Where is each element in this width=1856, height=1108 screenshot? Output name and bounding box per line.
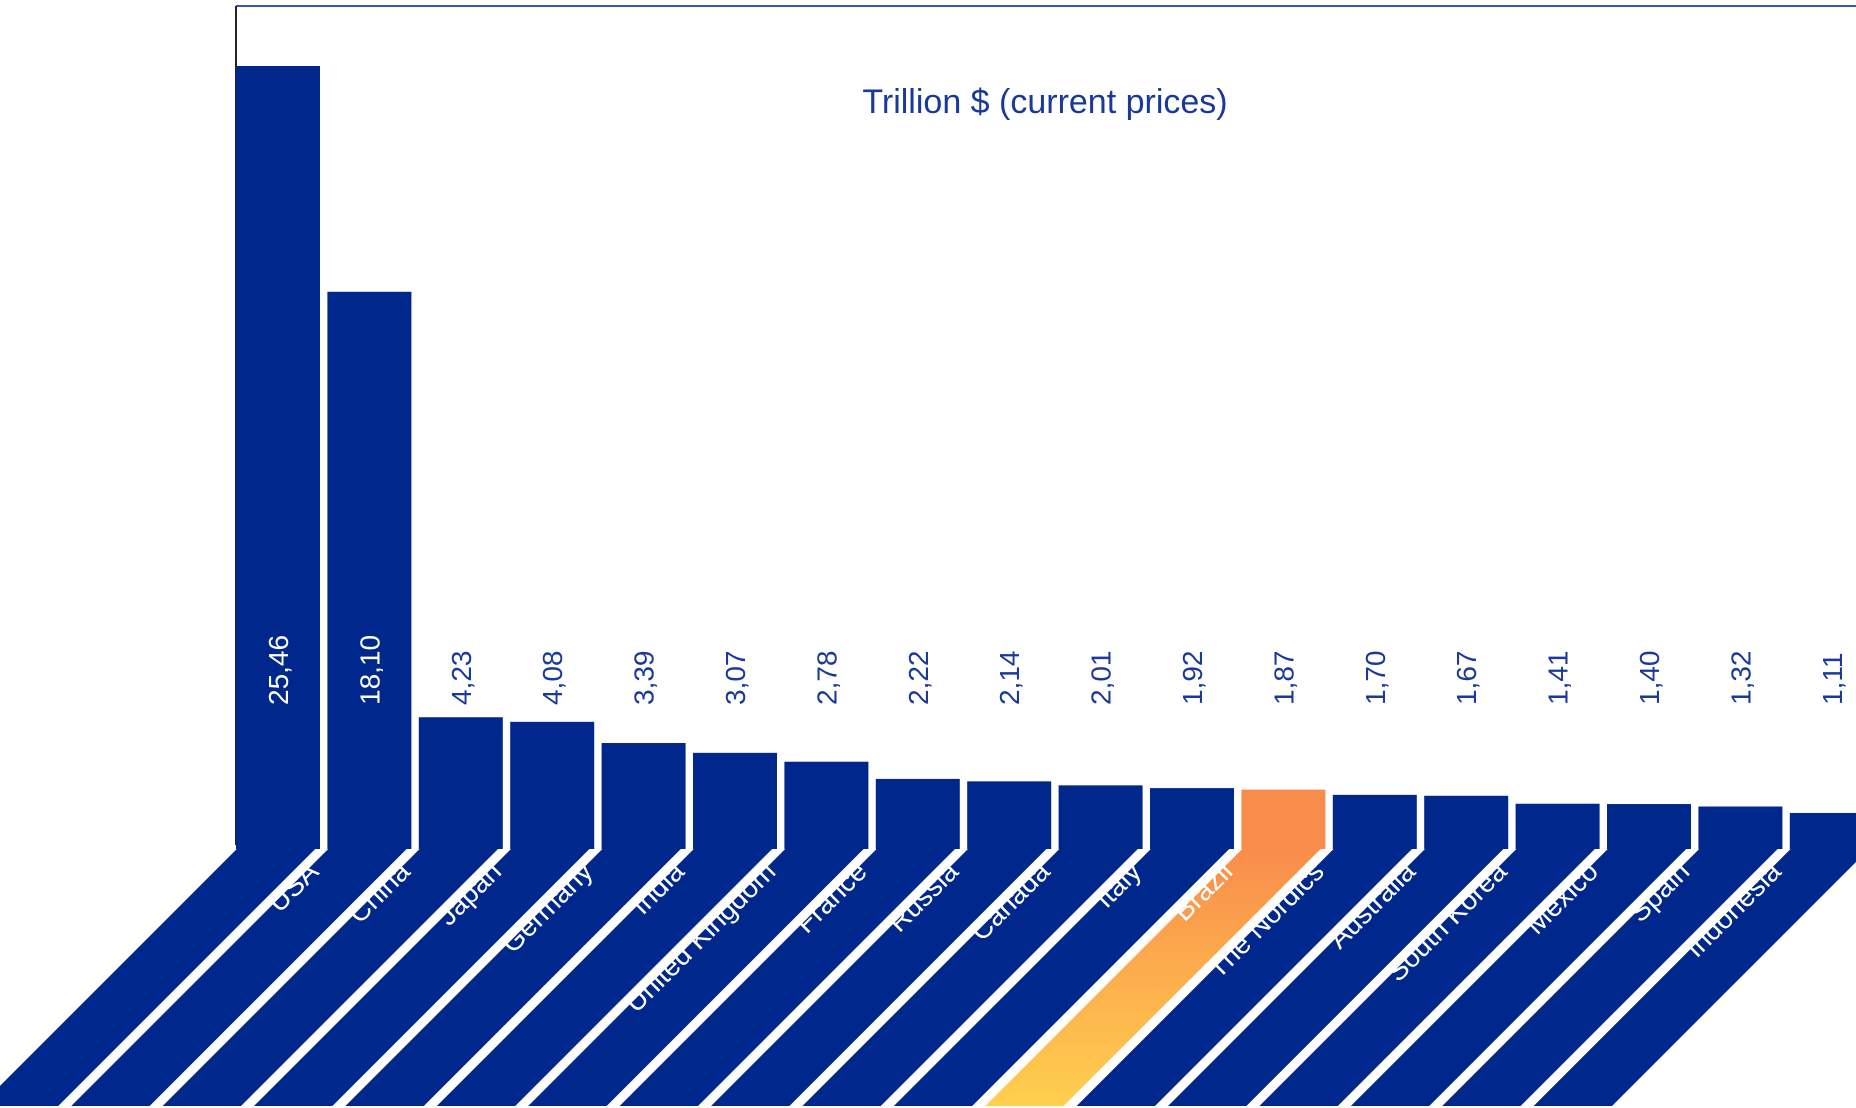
chart-title: Trillion $ (current prices)	[862, 83, 1227, 121]
bar	[1241, 789, 1326, 849]
value-label: 2,22	[903, 651, 934, 706]
value-label: 4,23	[446, 651, 477, 706]
value-label: 1,32	[1725, 651, 1756, 706]
value-label: 1,11	[1817, 653, 1848, 705]
bar	[1150, 788, 1234, 849]
bar	[1698, 806, 1783, 849]
bar	[784, 761, 869, 849]
bar	[327, 291, 412, 849]
bar	[1058, 785, 1143, 849]
chart-marks: 25,46 18,10 4,23 4,08 3,39 3,07 2,78 2,22 2,14 2,…	[0, 66, 1856, 1108]
bar	[693, 752, 777, 849]
bar	[236, 66, 320, 849]
value-label: 1,70	[1360, 651, 1391, 706]
value-label: 1,87	[1268, 651, 1299, 706]
bar	[875, 778, 960, 849]
value-label: 2,78	[811, 651, 842, 706]
bar	[601, 743, 686, 849]
value-label: 1,92	[1177, 651, 1208, 706]
bar	[1789, 812, 1856, 849]
value-label: 1,41	[1543, 651, 1574, 706]
bar	[510, 721, 595, 849]
bar	[1607, 804, 1691, 849]
bar	[1515, 803, 1600, 849]
bar	[967, 781, 1052, 849]
bar	[1424, 795, 1509, 849]
bar	[1332, 794, 1417, 849]
value-label: 2,01	[1086, 651, 1117, 706]
value-label: 1,40	[1634, 651, 1665, 706]
bar	[418, 717, 503, 849]
value-label: 1,67	[1451, 651, 1482, 706]
value-label: 18,10	[354, 635, 385, 705]
value-label: 3,07	[720, 651, 751, 706]
value-label: 3,39	[629, 651, 660, 706]
value-label: 2,14	[994, 651, 1025, 705]
value-label: 4,08	[537, 651, 568, 706]
value-label: 25,46	[263, 635, 294, 705]
